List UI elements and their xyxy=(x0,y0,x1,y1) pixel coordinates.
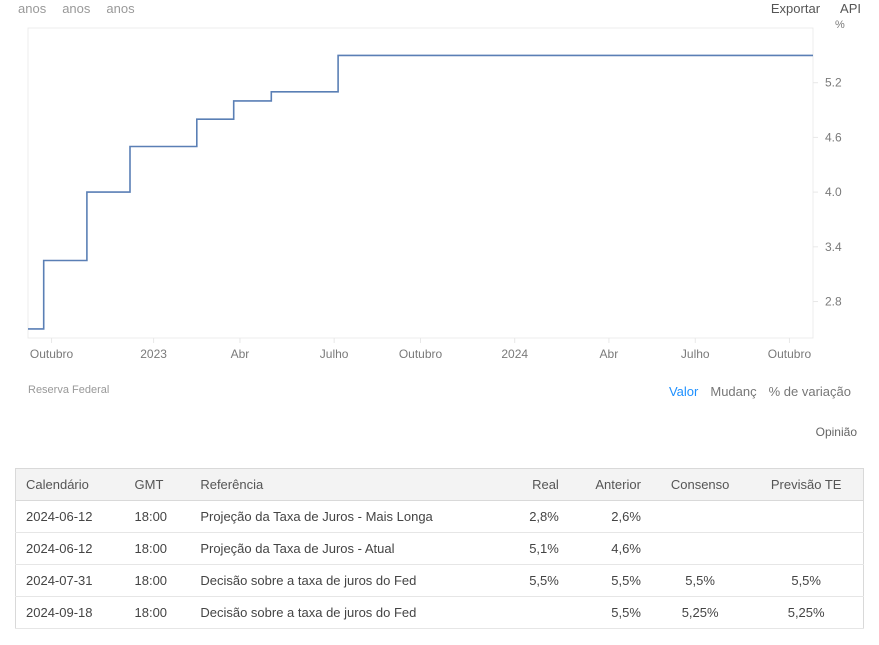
table-cell: 2024-06-12 xyxy=(16,501,125,533)
table-cell: 2024-09-18 xyxy=(16,597,125,629)
chart-footer: Reserva Federal Valor Mudanç % de variaç… xyxy=(0,378,879,401)
export-button[interactable]: Exportar xyxy=(771,1,820,16)
rate-chart: 2.8 3.4 4.0 4.6 5.2% Outubro 2023 Abr Julho Outub… xyxy=(0,18,879,378)
table-cell xyxy=(749,501,863,533)
column-header[interactable]: Consenso xyxy=(651,469,749,501)
export-buttons: Exportar API xyxy=(771,1,861,16)
x-tick-label: Outubro xyxy=(399,347,443,361)
table-cell xyxy=(507,597,569,629)
table-cell: Projeção da Taxa de Juros - Atual xyxy=(190,533,506,565)
column-header[interactable]: Previsão TE xyxy=(749,469,863,501)
view-pct-link[interactable]: % de variação xyxy=(769,384,851,399)
opinion-link[interactable]: Opinião xyxy=(816,425,857,439)
table-cell: 5,5% xyxy=(651,565,749,597)
table-cell: 5,5% xyxy=(749,565,863,597)
table-cell: 5,5% xyxy=(569,597,651,629)
calendar-table: CalendárioGMTReferênciaRealAnteriorConse… xyxy=(15,468,864,629)
table-cell: 2,8% xyxy=(507,501,569,533)
view-mode-links: Valor Mudanç % de variação xyxy=(669,384,851,399)
table-cell: 18:00 xyxy=(125,565,191,597)
x-tick-label: 2023 xyxy=(140,347,167,361)
y-tick-label: 2.8 xyxy=(825,295,842,309)
range-option[interactable]: anos xyxy=(62,1,90,16)
y-tick-label: 4.0 xyxy=(825,185,842,199)
table-body: 2024-06-1218:00Projeção da Taxa de Juros… xyxy=(16,501,864,629)
view-value-link[interactable]: Valor xyxy=(669,384,698,399)
y-tick-label: 5.2 xyxy=(825,76,842,90)
table-cell: 4,6% xyxy=(569,533,651,565)
table-cell xyxy=(651,501,749,533)
column-header[interactable]: Referência xyxy=(190,469,506,501)
source-label: Reserva Federal xyxy=(28,384,109,399)
table-cell: 5,5% xyxy=(507,565,569,597)
chart-svg: 2.8 3.4 4.0 4.6 5.2% Outubro 2023 Abr Julho Outub… xyxy=(18,18,861,378)
table-row[interactable]: 2024-07-3118:00Decisão sobre a taxa de j… xyxy=(16,565,864,597)
table-cell xyxy=(749,533,863,565)
column-header[interactable]: Real xyxy=(507,469,569,501)
opinion-link-row: Opinião xyxy=(0,401,879,443)
time-range-toolbar: anos anos anos Exportar API xyxy=(0,0,879,18)
calendar-table-wrap: CalendárioGMTReferênciaRealAnteriorConse… xyxy=(0,443,879,629)
table-cell: Decisão sobre a taxa de juros do Fed xyxy=(190,565,506,597)
table-cell: 5,25% xyxy=(651,597,749,629)
table-cell: 5,25% xyxy=(749,597,863,629)
table-cell: Projeção da Taxa de Juros - Mais Longa xyxy=(190,501,506,533)
range-option[interactable]: anos xyxy=(106,1,134,16)
table-row[interactable]: 2024-06-1218:00Projeção da Taxa de Juros… xyxy=(16,533,864,565)
column-header[interactable]: Anterior xyxy=(569,469,651,501)
table-cell: 2024-06-12 xyxy=(16,533,125,565)
x-tick-label: Julho xyxy=(681,347,710,361)
x-tick-label: 2024 xyxy=(501,347,528,361)
table-cell: 5,1% xyxy=(507,533,569,565)
table-cell: 18:00 xyxy=(125,597,191,629)
column-header[interactable]: GMT xyxy=(125,469,191,501)
table-header-row: CalendárioGMTReferênciaRealAnteriorConse… xyxy=(16,469,864,501)
table-cell xyxy=(651,533,749,565)
range-buttons: anos anos anos xyxy=(18,1,135,16)
table-cell: 5,5% xyxy=(569,565,651,597)
range-option[interactable]: anos xyxy=(18,1,46,16)
table-cell: Decisão sobre a taxa de juros do Fed xyxy=(190,597,506,629)
x-tick-label: Outubro xyxy=(768,347,812,361)
table-cell: 18:00 xyxy=(125,501,191,533)
y-tick-label: 3.4 xyxy=(825,240,842,254)
table-row[interactable]: 2024-09-1818:00Decisão sobre a taxa de j… xyxy=(16,597,864,629)
x-tick-label: Outubro xyxy=(30,347,74,361)
y-tick-label: 4.6 xyxy=(825,130,842,144)
x-tick-label: Abr xyxy=(600,347,619,361)
table-cell: 2024-07-31 xyxy=(16,565,125,597)
x-tick-label: Julho xyxy=(320,347,349,361)
table-cell: 2,6% xyxy=(569,501,651,533)
view-change-link[interactable]: Mudanç xyxy=(710,384,756,399)
api-button[interactable]: API xyxy=(840,1,861,16)
table-row[interactable]: 2024-06-1218:00Projeção da Taxa de Juros… xyxy=(16,501,864,533)
table-cell: 18:00 xyxy=(125,533,191,565)
x-tick-label: Abr xyxy=(231,347,250,361)
y-unit-label: % xyxy=(835,19,845,31)
column-header[interactable]: Calendário xyxy=(16,469,125,501)
